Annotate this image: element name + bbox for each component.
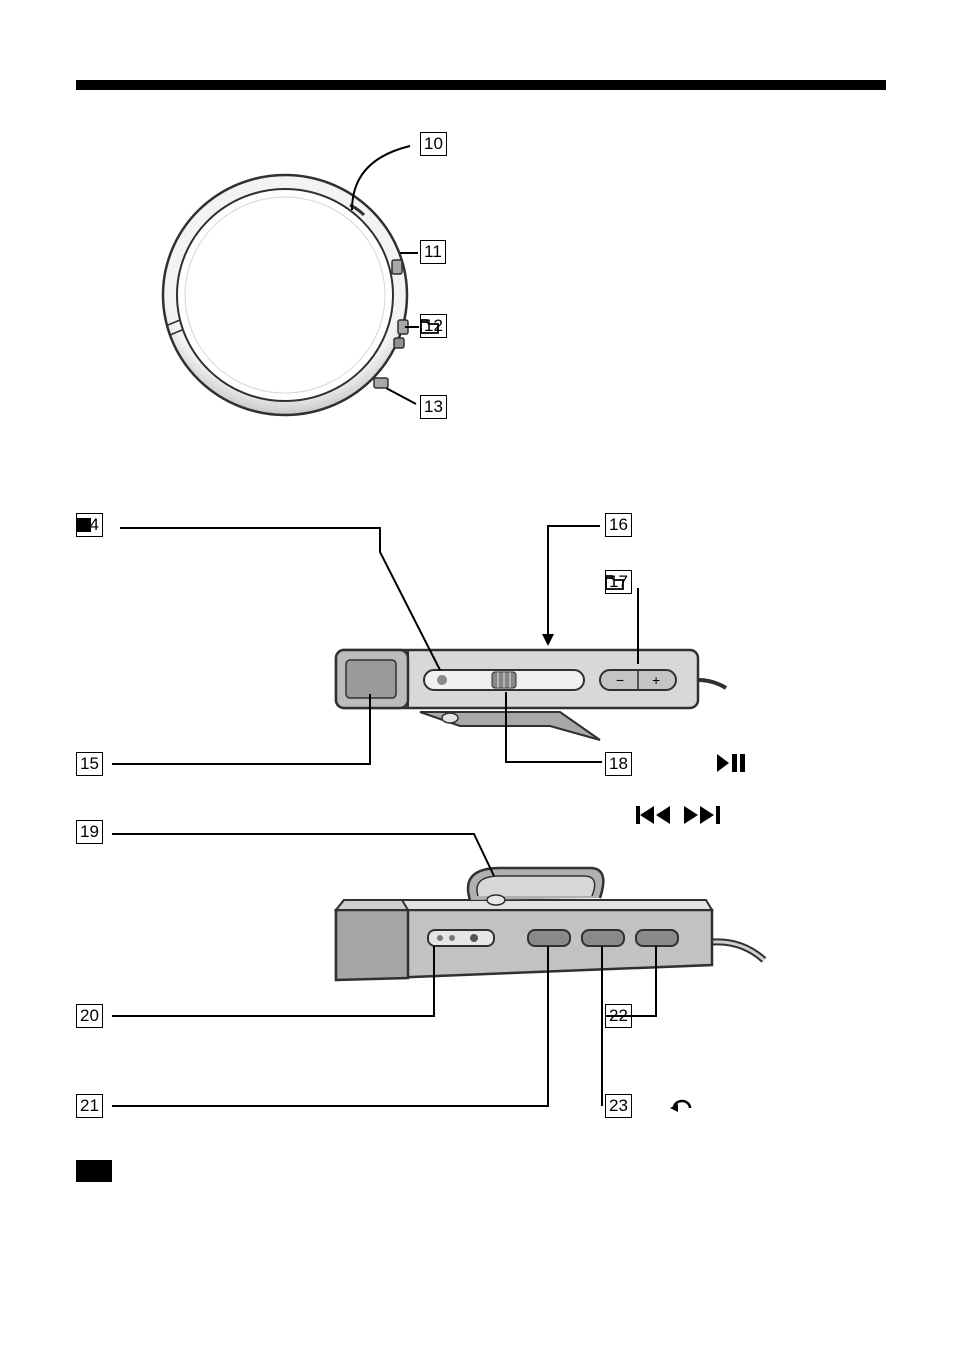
leader-11 xyxy=(400,252,418,254)
leader-23 xyxy=(598,946,618,1116)
callout-15: 15 xyxy=(76,752,103,776)
svg-text:−: − xyxy=(616,672,624,688)
stop-icon xyxy=(76,517,92,533)
leader-19 xyxy=(104,828,504,888)
callout-13: 13 xyxy=(420,395,447,419)
callout-number: 20 xyxy=(76,1004,103,1028)
leader-12 xyxy=(405,326,419,328)
callout-number: 11 xyxy=(420,240,446,264)
callout-14: 14 xyxy=(76,513,103,537)
callout-12: 12 xyxy=(420,314,447,338)
callout-18: 18 xyxy=(605,752,632,776)
svg-text:+: + xyxy=(652,672,660,688)
play-pause-icon xyxy=(717,754,747,772)
leader-13 xyxy=(386,388,420,412)
folder-icon xyxy=(420,318,440,334)
callout-number: 13 xyxy=(420,395,447,419)
callout-20: 20 xyxy=(76,1004,103,1028)
callout-17: 17 xyxy=(605,570,632,594)
callout-21: 21 xyxy=(76,1094,103,1118)
callout-number: 23 xyxy=(605,1094,632,1118)
page-corner-mark xyxy=(76,1160,112,1182)
callout-number: 15 xyxy=(76,752,103,776)
leader-15 xyxy=(100,694,380,774)
folder-icon xyxy=(605,574,625,590)
leader-18 xyxy=(502,692,622,772)
callout-23: 23 xyxy=(605,1094,632,1118)
callout-11: 11 xyxy=(420,240,446,264)
callout-10: 10 xyxy=(420,132,447,156)
leader-10 xyxy=(350,140,420,220)
callout-number: 10 xyxy=(420,132,447,156)
callout-number: 21 xyxy=(76,1094,103,1118)
callout-number: 18 xyxy=(605,752,632,776)
leader-21 xyxy=(104,946,564,1116)
next-icon xyxy=(684,806,722,824)
callout-number: 16 xyxy=(605,513,632,537)
leader-14 xyxy=(100,522,450,682)
prev-icon xyxy=(636,806,674,824)
callout-16: 16 xyxy=(605,513,632,537)
callout-number: 19 xyxy=(76,820,103,844)
callout-19: 19 xyxy=(76,820,103,844)
header-rule xyxy=(76,80,886,90)
leader-17 xyxy=(628,582,668,672)
repeat-icon xyxy=(670,1096,696,1116)
